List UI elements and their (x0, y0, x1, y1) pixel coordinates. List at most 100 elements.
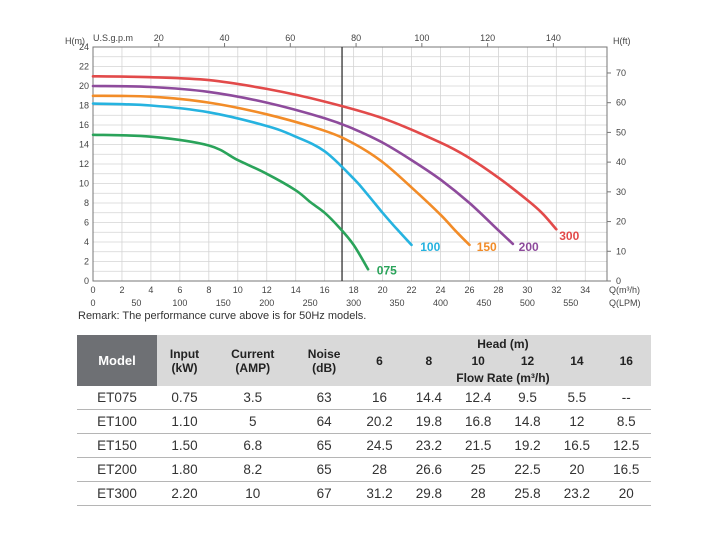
table-row: ET200 1.80 8.2 65 28 26.6 25 22.5 20 16.5 (77, 457, 651, 482)
x-tick-bottom: 10 (233, 285, 243, 295)
model-cell: ET200 (77, 457, 157, 482)
plot-frame (92, 46, 608, 282)
x-axis-label-bottom: Q(m³/h) (609, 285, 640, 295)
noise-cell: 65 (293, 457, 355, 482)
flow-rate-cell: 9.5 (502, 386, 553, 410)
input-header: Input (kW) (157, 335, 213, 386)
y-tick-left: 16 (79, 120, 89, 130)
curve-150 (91, 94, 471, 247)
input-cell: 2.20 (157, 481, 213, 506)
curve-200 (91, 84, 515, 246)
flow-rate-cell: 12 (552, 409, 602, 434)
x-tick-lpm: 100 (172, 298, 187, 308)
curve-label-200: 200 (519, 240, 539, 254)
curve-label-100: 100 (420, 240, 440, 254)
chart-remark: Remark: The performance curve above is f… (78, 310, 367, 322)
y-tick-left: 6 (84, 218, 89, 228)
noise-cell: 63 (293, 386, 355, 410)
x-tick-top: 60 (285, 33, 295, 43)
noise-cell: 64 (293, 409, 355, 434)
head-header: Head (m) (354, 335, 651, 353)
current-cell: 6.8 (212, 433, 294, 458)
y-tick-right: 60 (616, 98, 626, 108)
curve-100 (91, 102, 413, 247)
current-header: Current (AMP) (212, 335, 294, 386)
curve-label-150: 150 (477, 240, 497, 254)
y-tick-left: 0 (84, 276, 89, 286)
x-tick-bottom: 0 (90, 285, 95, 295)
x-tick-bottom: 30 (522, 285, 532, 295)
x-tick-bottom: 8 (206, 285, 211, 295)
y-tick-left: 4 (84, 237, 89, 247)
y-tick-right: 0 (616, 276, 621, 286)
flow-rate-cell: 28 (354, 457, 405, 482)
flow-rate-cell: 26.6 (404, 457, 454, 482)
current-header-unit: (AMP) (235, 360, 271, 375)
flow-rate-cell: 22.5 (502, 457, 553, 482)
curve-label-300: 300 (559, 229, 579, 243)
x-tick-bottom: 18 (349, 285, 359, 295)
flow-rate-cell: 21.5 (453, 433, 503, 458)
flow-rate-cell: 20.2 (354, 409, 405, 434)
head-value-16: 16 (601, 353, 651, 369)
y-tick-right: 30 (616, 187, 626, 197)
input-cell: 0.75 (157, 386, 213, 410)
flow-rate-cell: 23.2 (404, 433, 454, 458)
x-tick-bottom: 14 (291, 285, 301, 295)
x-tick-top: 20 (154, 33, 164, 43)
flow-rate-cell: 16.8 (453, 409, 503, 434)
input-cell: 1.50 (157, 433, 213, 458)
head-value-8: 8 (404, 353, 454, 369)
table-row: ET300 2.20 10 67 31.2 29.8 28 25.8 23.2 20 (77, 481, 651, 506)
head-value-14: 14 (552, 353, 602, 369)
curve-label-075: 075 (377, 263, 397, 277)
x-tick-top: 40 (220, 33, 230, 43)
x-tick-bottom: 24 (435, 285, 445, 295)
flow-rate-cell: 19.2 (502, 433, 553, 458)
table-row: ET075 0.75 3.5 63 16 14.4 12.4 9.5 5.5 -- (77, 386, 651, 410)
flow-rate-cell: 20 (601, 481, 651, 506)
x-tick-bottom: 22 (407, 285, 417, 295)
x-tick-lpm: 350 (390, 298, 405, 308)
head-value-12: 12 (502, 353, 553, 369)
noise-header-label: Noise (307, 346, 341, 361)
model-cell: ET100 (77, 409, 157, 434)
model-cell: ET150 (77, 433, 157, 458)
y-tick-left: 18 (79, 101, 89, 111)
noise-cell: 67 (293, 481, 355, 506)
current-cell: 3.5 (212, 386, 294, 410)
input-header-unit: (kW) (171, 360, 198, 375)
x-tick-bottom: 26 (464, 285, 474, 295)
y-tick-left: 24 (79, 42, 89, 52)
flow-rate-cell: 16.5 (552, 433, 602, 458)
x-tick-lpm: 200 (259, 298, 274, 308)
model-cell: ET075 (77, 386, 157, 410)
model-header: Model (77, 335, 157, 386)
x-axis-label-lpm: Q(LPM) (609, 298, 641, 308)
flow-rate-cell: 20 (552, 457, 602, 482)
current-cell: 10 (212, 481, 294, 506)
x-tick-bottom: 20 (378, 285, 388, 295)
table-row: ET150 1.50 6.8 65 24.5 23.2 21.5 19.2 16.5 12.5 (77, 433, 651, 458)
x-tick-bottom: 4 (148, 285, 153, 295)
performance-chart: 024681012141618202224H(m)010203040506070… (65, 33, 641, 308)
x-tick-lpm: 0 (90, 298, 95, 308)
x-tick-lpm: 500 (520, 298, 535, 308)
spec-table: Model Input (kW) Current (AMP) Noise (dB… (77, 335, 651, 506)
input-cell: 1.10 (157, 409, 213, 434)
x-tick-bottom: 32 (551, 285, 561, 295)
y-tick-left: 8 (84, 198, 89, 208)
y-tick-left: 20 (79, 81, 89, 91)
flow-rate-cell: 14.4 (404, 386, 454, 410)
y-axis-label-left: H(m) (65, 36, 85, 46)
y-axis-label-right: H(ft) (613, 36, 631, 46)
x-tick-bottom: 12 (262, 285, 272, 295)
flow-rate-header: Flow Rate (m³/h) (354, 369, 651, 386)
flow-rate-cell: 29.8 (404, 481, 454, 506)
flow-rate-cell: 16.5 (601, 457, 651, 482)
x-tick-top: 100 (414, 33, 429, 43)
x-tick-bottom: 6 (177, 285, 182, 295)
y-tick-left: 10 (79, 179, 89, 189)
x-tick-lpm: 250 (303, 298, 318, 308)
y-tick-left: 14 (79, 140, 89, 150)
